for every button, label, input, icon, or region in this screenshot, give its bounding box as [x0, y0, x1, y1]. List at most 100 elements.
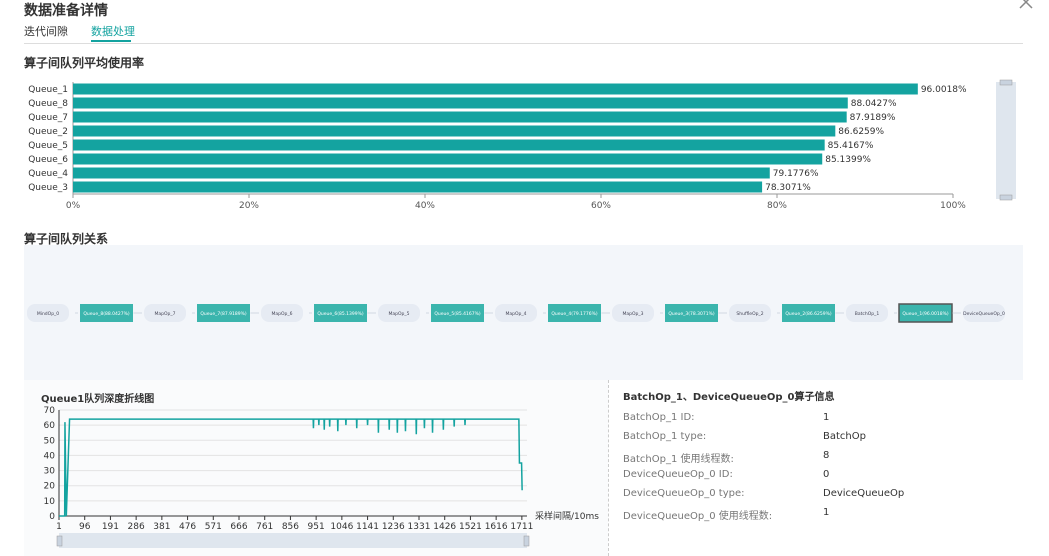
node-label: Queue_2(86.6259%) — [785, 311, 832, 317]
value-label: 87.9189% — [850, 113, 896, 123]
section-title: 算子间队列平均使用率 — [24, 56, 145, 70]
y-tick-label: Queue_1 — [28, 85, 68, 95]
x-tick-label: 96 — [79, 522, 91, 532]
slider-handle[interactable] — [999, 79, 1013, 86]
x-tick-label: 191 — [102, 522, 119, 532]
x-tick-label: 666 — [230, 522, 247, 532]
node — [314, 304, 367, 322]
info-value: 8 — [823, 450, 830, 461]
chart-title: Queue1队列深度折线图 — [41, 394, 155, 405]
x-tick-label: 1521 — [459, 522, 482, 532]
node — [612, 304, 654, 322]
tab-active[interactable]: 数据处理 — [91, 25, 135, 38]
x-tick-label: 1 — [56, 522, 62, 532]
x-tick-label: 381 — [153, 522, 170, 532]
y-tick-label: Queue_5 — [28, 141, 68, 151]
node-label: Queue_3(78.3071%) — [668, 311, 715, 317]
y-tick-label: 70 — [44, 406, 56, 416]
panel-divider — [608, 380, 609, 556]
x-tick-label: 40% — [415, 201, 435, 211]
info-value: 0 — [823, 469, 830, 480]
x-tick-label: 1141 — [356, 522, 379, 532]
y-tick-label: Queue_2 — [28, 127, 68, 137]
bar — [73, 111, 847, 123]
x-tick-label: 60% — [591, 201, 611, 211]
zoom-slider[interactable] — [59, 533, 527, 548]
slider-handle[interactable] — [999, 194, 1013, 201]
value-label: 88.0427% — [851, 99, 897, 109]
node-label: Queue_6(85.1399%) — [317, 311, 364, 317]
x-tick-label: 761 — [256, 522, 273, 532]
y-tick-label: Queue_3 — [28, 183, 68, 193]
node — [261, 304, 303, 322]
close-button[interactable] — [1018, 0, 1036, 10]
value-label: 85.4167% — [828, 141, 874, 151]
node-label: Queue_8(88.0427%) — [83, 311, 130, 317]
node-label: DeviceQueueOp_0 — [963, 311, 1005, 317]
info-value: 1 — [823, 507, 830, 518]
node — [197, 304, 250, 322]
info-title: BatchOp_1、DeviceQueueOp_0算子信息 — [623, 392, 835, 403]
tab[interactable]: 迭代间隙 — [24, 25, 68, 38]
node — [963, 304, 1005, 322]
y-tick-label: Queue_8 — [28, 99, 68, 109]
bar — [73, 97, 848, 109]
info-label: DeviceQueueOp_0 ID: — [623, 469, 733, 480]
info-value: 1 — [823, 412, 830, 423]
x-tick-label: 0% — [66, 201, 81, 211]
y-tick-label: Queue_4 — [28, 169, 68, 179]
y-tick-label: Queue_6 — [28, 155, 68, 165]
bar — [73, 125, 836, 137]
bar — [73, 139, 825, 151]
info-label: DeviceQueueOp_0 type: — [623, 488, 745, 499]
node — [431, 304, 484, 322]
node — [782, 304, 835, 322]
node — [846, 304, 888, 322]
y-tick-label: 10 — [44, 497, 56, 507]
x-tick-label: 1331 — [408, 522, 431, 532]
pipeline-graph: MindOp_0 Queue_8(88.0427%) MapOp_7 Queue_7(… — [24, 245, 1023, 380]
x-tick-label: 80% — [767, 201, 787, 211]
x-tick-label: 1711 — [510, 522, 533, 532]
page-title: 数据准备详情 — [24, 3, 108, 19]
value-label: 86.6259% — [838, 127, 884, 137]
value-label: 78.3071% — [765, 183, 811, 193]
node-label: MapOp_4 — [505, 311, 526, 317]
node — [548, 304, 601, 322]
node — [729, 304, 771, 322]
y-tick-label: 50 — [44, 436, 56, 446]
node-label: Queue_5(85.4167%) — [434, 311, 481, 317]
info-value: BatchOp — [823, 431, 866, 442]
x-tick-label: 856 — [282, 522, 299, 532]
node — [144, 304, 186, 322]
y-tick-label: 20 — [44, 482, 56, 492]
bar — [73, 167, 770, 179]
x-tick-label: 951 — [308, 522, 325, 532]
value-label: 79.1776% — [773, 169, 819, 179]
node — [898, 303, 953, 323]
x-axis-label: 采样间隔/10ms — [535, 510, 599, 522]
node-label: MapOp_5 — [388, 311, 409, 317]
slider-handle[interactable] — [523, 535, 530, 547]
x-tick-label: 100% — [940, 201, 966, 211]
x-tick-label: 1426 — [433, 522, 456, 532]
node-label: Queue_1(96.0018%) — [902, 311, 949, 317]
value-label: 96.0018% — [921, 85, 967, 95]
panel — [24, 380, 608, 556]
y-tick-label: Queue_7 — [28, 113, 68, 123]
info-label: BatchOp_1 ID: — [623, 412, 695, 423]
slider-handle[interactable] — [56, 535, 63, 547]
node-label: MapOp_3 — [622, 311, 643, 317]
bar-chart: 0% 20% 40% 60% 80% 100% Queue_1 96.0018% Queue_8… — [28, 79, 1016, 211]
node-label: Queue_4(79.1776%) — [551, 311, 598, 317]
tab-indicator — [91, 40, 131, 42]
x-tick-label: 476 — [179, 522, 196, 532]
y-tick-label: 0 — [49, 512, 55, 522]
node-label: MapOp_6 — [271, 311, 292, 317]
bar — [73, 153, 823, 165]
node — [80, 304, 133, 322]
info-label: BatchOp_1 使用线程数: — [623, 454, 734, 465]
section-title: 算子间队列关系 — [24, 232, 109, 246]
zoom-slider[interactable] — [996, 82, 1016, 199]
